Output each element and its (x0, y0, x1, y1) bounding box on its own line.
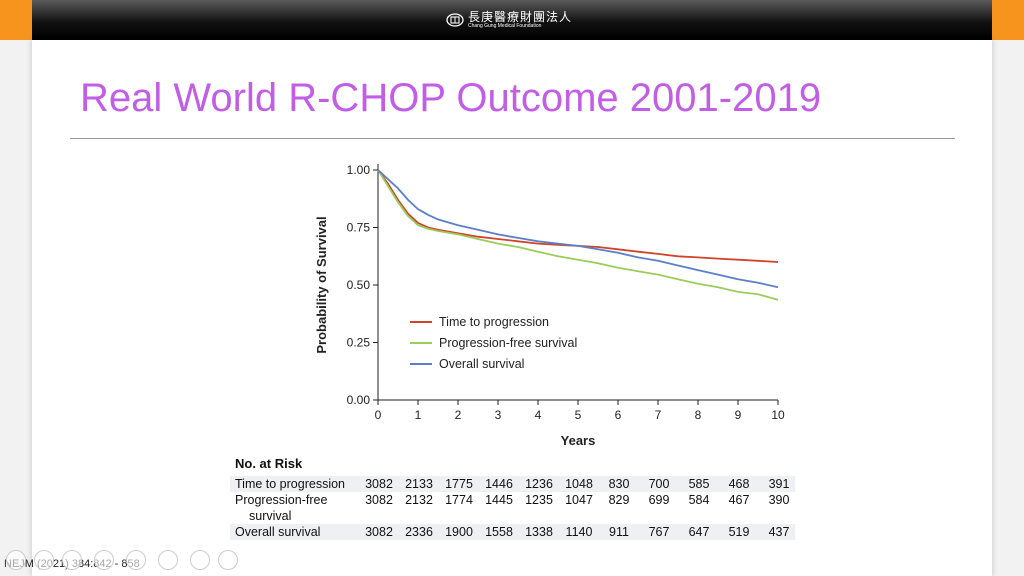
y-tick-label: 0.75 (347, 221, 371, 235)
x-tick-label: 4 (535, 408, 542, 422)
x-tick-label: 9 (735, 408, 742, 422)
slides-grid-icon[interactable] (94, 550, 114, 570)
risk-table-cell: 700 (648, 477, 670, 491)
risk-table-cell: 767 (648, 525, 670, 539)
risk-table-cell: 1775 (445, 477, 473, 491)
series-line (377, 169, 779, 289)
x-axis-label: Years (561, 433, 596, 448)
risk-table-cell: 2133 (405, 477, 433, 491)
risk-row-label: Overall survival (235, 524, 320, 540)
risk-table-cell: 2132 (405, 493, 433, 507)
risk-table-cell: 1445 (485, 493, 513, 507)
orange-accent-left (0, 0, 32, 40)
risk-table-cell: 1047 (565, 493, 593, 507)
y-tick-label: 1.00 (347, 163, 371, 177)
legend-label: Progression-free survival (439, 336, 577, 350)
zoom-icon[interactable] (126, 550, 146, 570)
risk-table-cell: 699 (648, 493, 670, 507)
risk-table-cell: 1446 (485, 477, 513, 491)
subtitles-icon[interactable] (158, 550, 178, 570)
risk-table-cell: 3082 (365, 493, 393, 507)
survival-chart: 0.00 0.25 0.50 0.75 1.00 0 1 2 3 4 5 6 7 8 9 10 Years Pro… (314, 163, 785, 448)
series-line (377, 169, 779, 301)
orange-accent-right (992, 0, 1024, 40)
legend-label: Time to progression (439, 315, 549, 329)
risk-table-heading: No. at Risk (235, 456, 303, 471)
risk-table-cell: 647 (688, 525, 710, 539)
top-banner (0, 0, 1024, 40)
more-options-icon[interactable] (218, 550, 238, 570)
risk-table-cell: 1140 (565, 525, 593, 539)
risk-table-cell: 1048 (565, 477, 593, 491)
x-tick-label: 7 (655, 408, 662, 422)
slide-title: Real World R-CHOP Outcome 2001-2019 (80, 76, 822, 120)
risk-table-cell: 1235 (525, 493, 553, 507)
risk-row-stripe (230, 476, 795, 492)
y-tick-label: 0.00 (347, 393, 371, 407)
pen-tool-icon[interactable] (62, 550, 82, 570)
risk-table-cell: 2336 (405, 525, 433, 539)
risk-table-cell: 437 (768, 525, 790, 539)
risk-row-label: Progression-free survival (235, 492, 327, 524)
title-divider (70, 138, 955, 139)
risk-table-cell: 911 (609, 525, 629, 539)
risk-table-cell: 585 (688, 477, 710, 491)
series-line (377, 169, 779, 263)
x-tick-label: 8 (695, 408, 702, 422)
logo-mark-icon (446, 13, 464, 27)
risk-row-label-line: Time to progression (235, 477, 345, 491)
risk-row-label-line: Overall survival (235, 525, 321, 539)
foundation-logo: 長庚醫療財團法人 Chang Gung Medical Foundation (446, 9, 572, 31)
risk-row-label-line: Progression-free (235, 493, 328, 507)
risk-table-cell: 830 (608, 477, 630, 491)
y-tick-label: 0.25 (347, 336, 371, 350)
previous-slide-icon[interactable] (6, 550, 26, 570)
logo-english-text: Chang Gung Medical Foundation (468, 23, 542, 29)
risk-table-cell: 3082 (365, 477, 393, 491)
risk-table-cell: 584 (688, 493, 710, 507)
x-tick-label: 6 (615, 408, 622, 422)
risk-table-cell: 1900 (445, 525, 473, 539)
screen-icon[interactable] (190, 550, 210, 570)
risk-row-label: Time to progression (235, 476, 345, 492)
legend-label: Overall survival (439, 357, 524, 371)
risk-table-cell: 1236 (525, 477, 553, 491)
risk-table-cell: 829 (608, 493, 630, 507)
next-slide-icon[interactable] (34, 550, 54, 570)
x-tick-label: 1 (415, 408, 422, 422)
risk-table-cell: 1338 (525, 525, 553, 539)
risk-table-cell: 391 (768, 477, 790, 491)
logo-chinese-text: 長庚醫療財團法人 (468, 10, 573, 24)
risk-table-cell: 390 (768, 493, 790, 507)
x-tick-label: 2 (455, 408, 462, 422)
x-tick-label: 10 (771, 408, 785, 422)
risk-table-cell: 1774 (445, 493, 473, 507)
x-tick-label: 0 (375, 408, 382, 422)
risk-table-cell: 519 (728, 525, 750, 539)
x-tick-label: 5 (575, 408, 582, 422)
y-axis-label: Probability of Survival (314, 216, 329, 353)
risk-row-label-line: survival (249, 509, 292, 523)
x-tick-label: 3 (495, 408, 502, 422)
risk-row-stripe (230, 524, 795, 540)
risk-table-cell: 467 (728, 493, 750, 507)
risk-table-cell: 3082 (365, 525, 393, 539)
y-tick-label: 0.50 (347, 278, 371, 292)
risk-table-cell: 468 (728, 477, 750, 491)
risk-table-cell: 1558 (485, 525, 513, 539)
